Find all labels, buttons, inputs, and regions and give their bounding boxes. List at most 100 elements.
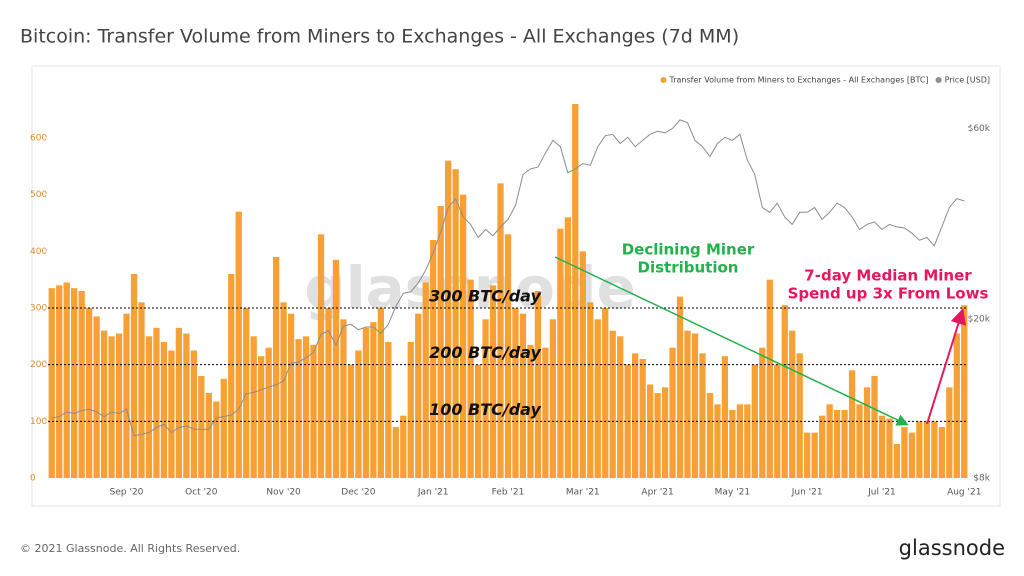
bar	[572, 104, 579, 478]
bar	[661, 387, 669, 478]
bar	[744, 404, 751, 478]
bar	[721, 356, 729, 478]
bar	[459, 194, 467, 478]
bar	[415, 313, 422, 478]
bar	[183, 333, 190, 478]
bar	[265, 347, 272, 478]
bar	[557, 228, 564, 478]
x-tick-label: Jan '21	[417, 488, 449, 498]
bar	[617, 336, 624, 478]
bar	[699, 353, 706, 478]
bar	[287, 313, 295, 478]
bar	[646, 384, 654, 478]
bar	[542, 347, 549, 478]
bar	[953, 333, 960, 478]
bar	[961, 305, 968, 478]
x-tick-label: Jun '21	[791, 488, 823, 498]
bar	[789, 330, 796, 478]
bar	[504, 234, 512, 478]
legend-swatch	[935, 77, 942, 83]
bar	[153, 327, 160, 478]
x-tick-label: Aug '21	[947, 488, 981, 498]
bar	[826, 404, 833, 478]
bar	[71, 288, 78, 478]
reference-label: 100 BTC/day	[429, 400, 541, 419]
panel	[31, 65, 1001, 507]
x-tick-label: May '21	[715, 488, 750, 498]
bar	[871, 376, 878, 478]
bar	[228, 274, 235, 478]
bar	[594, 319, 601, 478]
bar	[123, 313, 130, 478]
bar	[160, 342, 168, 478]
bar	[602, 308, 609, 478]
annotation-arrow	[554, 256, 909, 426]
y2-tick-label: $60k	[968, 124, 991, 134]
bar	[220, 378, 227, 478]
bar	[243, 308, 250, 478]
bar	[340, 319, 347, 478]
bar	[370, 322, 377, 478]
bar	[467, 279, 474, 478]
bar	[519, 313, 527, 478]
annotation-text: Declining Miner	[622, 241, 755, 259]
bar	[729, 410, 736, 478]
bar	[691, 333, 699, 478]
bar	[302, 336, 310, 478]
bar	[190, 350, 197, 478]
bar	[893, 444, 901, 478]
bar	[819, 415, 826, 478]
bar	[63, 282, 70, 478]
y-tick-label: 600	[30, 134, 47, 144]
bar	[168, 350, 175, 478]
bar	[714, 404, 721, 478]
bar	[452, 169, 459, 478]
bar	[317, 234, 325, 478]
bar	[362, 327, 370, 478]
bar	[923, 421, 931, 478]
y2-tick-label: $20k	[968, 315, 991, 325]
bar	[676, 296, 684, 478]
bar	[198, 376, 205, 478]
y-tick-label: 0	[30, 474, 36, 484]
bar	[489, 285, 497, 478]
annotation-arrow	[926, 308, 967, 425]
bar	[841, 410, 848, 478]
bar	[130, 274, 138, 478]
bar	[796, 353, 803, 478]
bar	[56, 285, 63, 478]
bar	[609, 330, 616, 478]
brand-logo: glassnode	[899, 536, 1005, 560]
chart-title: Bitcoin: Transfer Volume from Miners to …	[20, 26, 739, 48]
y2-tick-label: $8k	[973, 474, 990, 484]
bar	[235, 211, 242, 478]
y-tick-label: 100	[30, 417, 47, 427]
bar	[736, 404, 744, 478]
bar	[437, 206, 444, 478]
bar	[632, 353, 639, 478]
y-tick-label: 500	[30, 190, 47, 200]
bar	[706, 393, 714, 478]
bar	[422, 282, 429, 478]
bar	[445, 160, 452, 478]
bar	[115, 333, 123, 478]
y-tick-label: 300	[30, 304, 47, 314]
bar	[946, 387, 953, 478]
y-tick-label: 200	[30, 360, 47, 370]
bar	[833, 410, 841, 478]
x-tick-label: Oct '20	[185, 488, 218, 498]
bar	[848, 370, 856, 478]
bar	[482, 319, 489, 478]
bar	[564, 217, 571, 479]
bar	[400, 415, 407, 478]
bar	[138, 302, 145, 478]
bar	[878, 415, 886, 478]
bar	[512, 308, 519, 478]
bar	[669, 347, 676, 478]
bar	[392, 427, 399, 478]
bar	[781, 305, 788, 478]
x-tick-label: Sep '20	[110, 488, 144, 498]
bar	[93, 316, 100, 478]
bar	[258, 356, 265, 478]
